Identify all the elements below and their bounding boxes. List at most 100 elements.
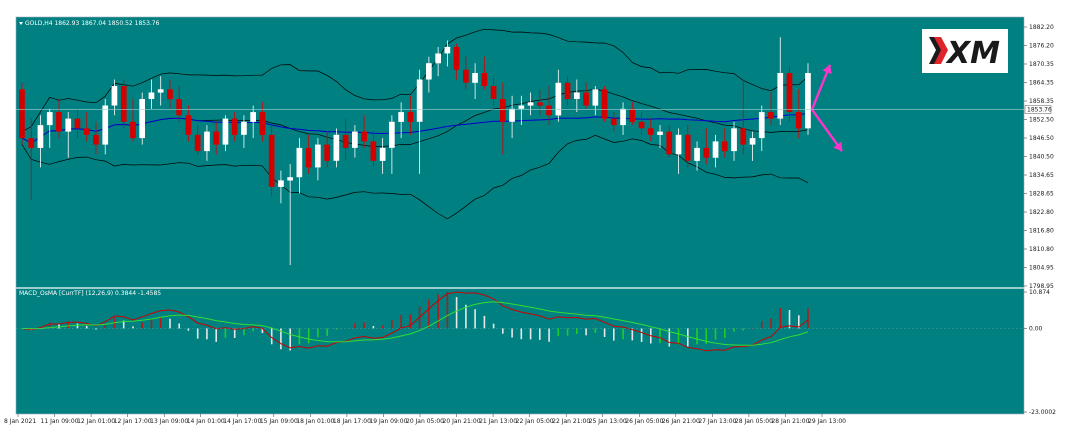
candle <box>795 89 802 139</box>
histogram-bar <box>788 310 791 329</box>
arrow-head <box>822 64 832 75</box>
histogram-bar <box>511 328 513 338</box>
histogram-bar <box>270 328 273 345</box>
arrow-shaft <box>811 108 843 152</box>
xm-logo: XM <box>922 29 1008 73</box>
candle-body <box>120 86 127 122</box>
candle-body <box>278 180 284 187</box>
candle <box>361 115 367 148</box>
x-tick-label: 20 Jan 05:00 <box>406 418 444 425</box>
x-tick-label: 14 Jan 01:00 <box>187 418 225 425</box>
histogram-bar <box>474 309 476 329</box>
candle <box>490 76 497 106</box>
x-tick-label: 20 Jan 21:00 <box>443 418 481 425</box>
y-tick-label: 1870.35 <box>1029 61 1054 68</box>
candle <box>241 115 247 148</box>
histogram-bar <box>243 328 245 336</box>
histogram-bar <box>779 308 782 329</box>
candle <box>740 79 747 155</box>
x-tick-label: 28 Jan 05:00 <box>735 418 773 425</box>
candle-body <box>241 121 247 135</box>
histogram-bar <box>280 328 282 350</box>
title-dropdown-icon[interactable] <box>19 22 23 25</box>
candle-body <box>324 144 330 161</box>
candle-body <box>426 63 432 80</box>
histogram-bar <box>446 292 449 329</box>
histogram-bar <box>548 328 550 342</box>
candle <box>583 82 589 109</box>
current-price-tag <box>1024 105 1052 114</box>
candle <box>564 76 571 106</box>
candle-body <box>610 118 617 126</box>
candle <box>546 86 552 126</box>
y-tick-label: 1828.65 <box>1029 191 1054 198</box>
candle <box>721 128 728 158</box>
candle <box>463 56 469 90</box>
logo-text: XM <box>945 36 1000 71</box>
candle <box>204 125 210 161</box>
down-arrow <box>811 108 843 152</box>
candle <box>370 131 377 168</box>
candle <box>509 95 515 139</box>
candle-body <box>490 86 497 99</box>
candle <box>647 118 654 142</box>
sub-panel-bg[interactable] <box>16 288 1024 414</box>
main-panel-bg[interactable] <box>16 17 1024 288</box>
moving-average-line <box>21 112 809 144</box>
histogram-bar <box>391 320 393 329</box>
upper-band <box>21 28 809 132</box>
candle-body <box>185 115 192 135</box>
signal-line <box>21 301 809 346</box>
x-tick-label: 25 Jan 13:00 <box>589 418 627 425</box>
candle <box>777 37 784 126</box>
histogram-bar <box>594 328 597 333</box>
histogram-bar <box>557 328 560 337</box>
candle-body <box>204 131 210 152</box>
y-tick-label: 1858.35 <box>1029 98 1054 105</box>
candle-body <box>712 141 719 158</box>
histogram-bar <box>261 328 264 334</box>
candle <box>324 131 330 168</box>
candle <box>167 79 173 109</box>
candle <box>684 125 691 168</box>
x-tick-label: 12 Jan 01:00 <box>77 418 115 425</box>
x-tick-label: 8 Jan 2021 <box>4 418 36 425</box>
candle <box>278 170 284 204</box>
forecast-arrows <box>810 64 843 152</box>
candle-body <box>398 112 404 122</box>
histogram-bar <box>76 323 79 329</box>
candle-body <box>74 118 81 129</box>
histogram-bar <box>196 328 199 339</box>
y-tick-label: 1834.65 <box>1029 172 1054 179</box>
x-tick-label: 26 Jan 21:00 <box>662 418 700 425</box>
candle-body <box>749 138 756 145</box>
candle-body <box>46 112 53 126</box>
y-tick-label: 1846.50 <box>1029 135 1054 142</box>
candle <box>805 63 811 135</box>
x-tick-label: 13 Jan 09:00 <box>150 418 188 425</box>
histogram-bar <box>770 318 772 329</box>
candle-body <box>675 134 682 155</box>
candle-body <box>444 46 451 54</box>
candle <box>148 79 155 109</box>
candle-body <box>758 112 765 139</box>
candle <box>731 121 737 161</box>
candle-body <box>666 131 673 155</box>
histogram-bar <box>465 304 467 329</box>
histogram-bar <box>807 308 809 329</box>
candle <box>19 82 25 145</box>
candle <box>703 128 710 165</box>
candle-body <box>315 144 321 168</box>
macd-histogram <box>21 292 809 351</box>
candle-body <box>703 147 710 158</box>
candle <box>444 40 451 67</box>
candle-body <box>65 118 72 132</box>
x-tick-label: 15 Jan 09:00 <box>260 418 298 425</box>
histogram-bar <box>95 328 97 330</box>
candle-body <box>629 108 636 122</box>
current-price-label: 1853.76 <box>1027 107 1052 114</box>
candle <box>592 86 599 116</box>
histogram-bar <box>344 327 347 329</box>
histogram-bar <box>169 318 171 329</box>
